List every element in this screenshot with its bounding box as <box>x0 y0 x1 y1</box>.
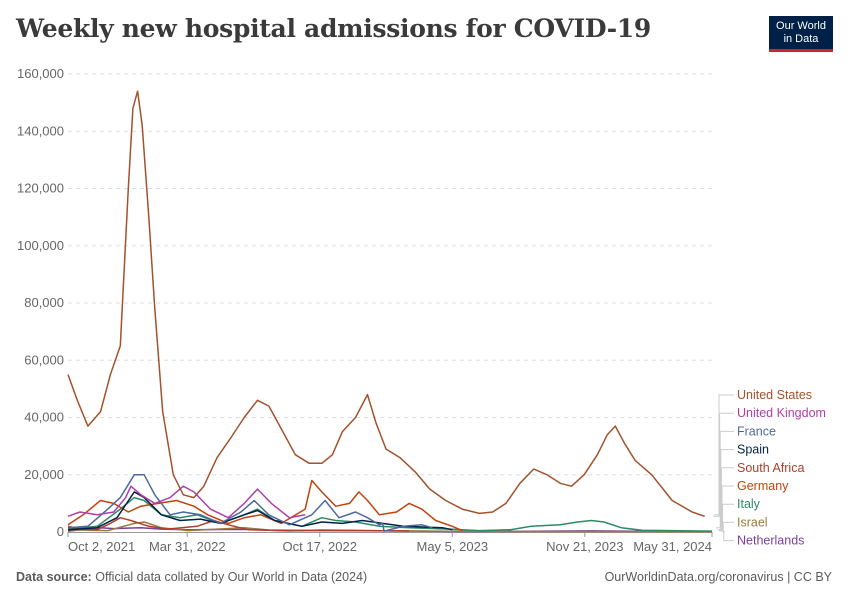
series-line-south-africa <box>67 516 410 532</box>
y-tick-label: 100,000 <box>17 238 64 253</box>
legend-item-united-states[interactable]: United States <box>737 388 812 402</box>
logo-text-line1: Our World <box>776 20 826 32</box>
chart-title: Weekly new hospital admissions for COVID… <box>16 14 652 43</box>
legend-item-israel[interactable]: Israel <box>737 515 768 529</box>
legend-item-netherlands[interactable]: Netherlands <box>737 534 804 548</box>
x-tick-label: Mar 31, 2022 <box>149 539 226 554</box>
x-tick-label: Oct 2, 2021 <box>68 539 135 554</box>
y-tick-label: 20,000 <box>24 467 64 482</box>
x-tick-label: May 31, 2024 <box>633 539 712 554</box>
legend-connector <box>717 449 734 531</box>
y-tick-label: 0 <box>57 524 64 539</box>
legend-item-italy[interactable]: Italy <box>737 497 761 511</box>
legend-item-united-kingdom[interactable]: United Kingdom <box>737 406 826 420</box>
license-text: | CC BY <box>787 570 832 584</box>
data-source-text: Official data collated by Our World in D… <box>95 570 368 584</box>
legend-connector <box>714 412 734 516</box>
legend-connector <box>716 430 734 529</box>
y-tick-label: 40,000 <box>24 410 64 425</box>
legend-connector <box>722 503 734 532</box>
series-line-france <box>67 474 433 532</box>
data-source: Data source: Official data collated by O… <box>16 570 367 584</box>
y-tick-label: 80,000 <box>24 295 64 310</box>
x-tick-label: Nov 21, 2023 <box>546 539 623 554</box>
legend-item-spain[interactable]: Spain <box>737 443 769 457</box>
y-tick-label: 120,000 <box>17 181 64 196</box>
legend: United States United Kingdom France Spain So… <box>713 388 826 548</box>
logo-text-line2: in Data <box>783 33 819 45</box>
source-link[interactable]: OurWorldinData.org/coronavirus <box>604 570 784 584</box>
gridlines <box>68 73 712 476</box>
legend-connector <box>719 467 734 532</box>
legend-connector <box>722 521 734 533</box>
series-line-united-states <box>67 90 705 518</box>
y-tick-label: 160,000 <box>17 66 64 81</box>
x-tick-label: May 5, 2023 <box>417 539 489 554</box>
series-line-united-kingdom <box>67 485 306 519</box>
series-lines <box>67 90 713 533</box>
footer-link-area: OurWorldinData.org/coronavirus | CC BY <box>605 570 832 584</box>
legend-connector <box>713 394 734 517</box>
series-line-spain <box>67 491 453 531</box>
x-axis: Oct 2, 2021 Mar 31, 2022 Oct 17, 2022 May 5… <box>67 532 713 554</box>
line-chart: 0 20,000 40,000 60,000 80,000 100,000 120,000 1… <box>17 66 826 554</box>
y-tick-label: 60,000 <box>24 352 64 367</box>
x-tick-label: Oct 17, 2022 <box>283 539 357 554</box>
legend-item-south-africa[interactable]: South Africa <box>737 461 804 475</box>
legend-item-france[interactable]: France <box>737 424 776 438</box>
y-axis-tick-labels: 0 20,000 40,000 60,000 80,000 100,000 120,000 1… <box>17 66 64 539</box>
legend-item-germany[interactable]: Germany <box>737 479 789 493</box>
data-source-label: Data source: <box>16 570 92 584</box>
y-tick-label: 140,000 <box>17 123 64 138</box>
legend-connector <box>723 531 734 542</box>
owid-logo[interactable]: Our World in Data <box>769 16 833 52</box>
series-line-germany <box>67 479 463 532</box>
legend-connector <box>720 485 734 532</box>
